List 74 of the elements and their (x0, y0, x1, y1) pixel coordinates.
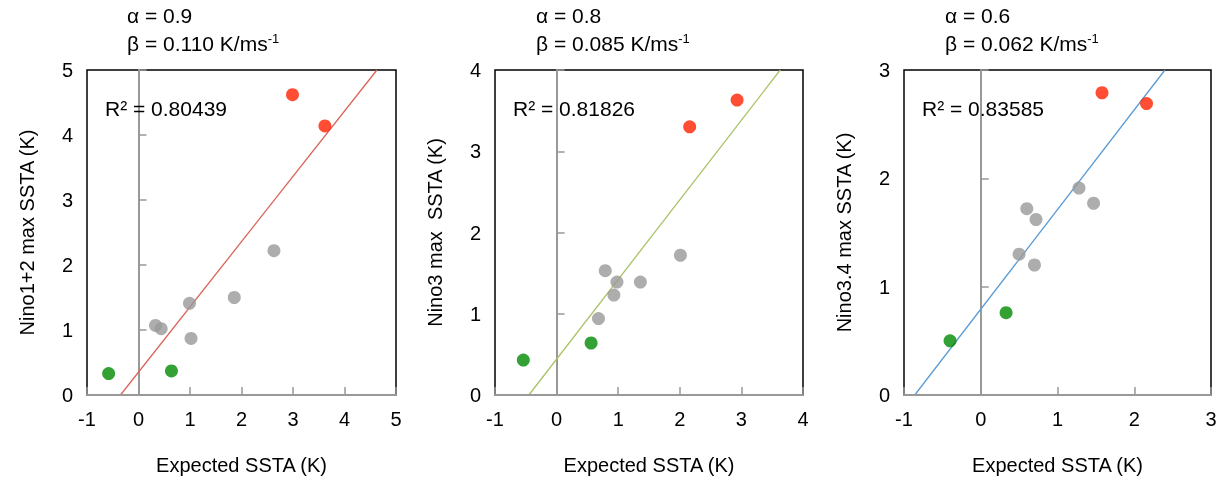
y-axis-title: Nino1+2 max SSTA (K) (16, 129, 38, 336)
x-tick-label: 3 (735, 408, 747, 430)
y-tick-label: 4 (469, 59, 481, 81)
x-axis-title: Expected SSTA (K) (156, 454, 327, 476)
point (1020, 202, 1034, 216)
x-tick-label: -1 (78, 408, 96, 430)
point (730, 93, 744, 107)
point (999, 306, 1013, 320)
x-tick-label: 2 (235, 408, 248, 430)
chart-title: α = 0.8 (536, 4, 602, 27)
y-tick-label: 2 (469, 221, 481, 244)
x-axis-title: Expected SSTA (K) (972, 454, 1143, 476)
point (286, 88, 299, 102)
x-tick-label: -1 (486, 408, 504, 430)
x-tick-label: 5 (390, 408, 402, 430)
point (1012, 247, 1026, 261)
point (516, 353, 530, 367)
point (592, 312, 605, 326)
x-tick-label: 3 (1205, 408, 1217, 430)
y-tick-label: 1 (469, 302, 481, 325)
point (183, 296, 196, 310)
point (184, 331, 198, 345)
x-tick-label: -1 (895, 408, 913, 430)
y-tick-label: 2 (878, 167, 890, 190)
point (610, 275, 624, 289)
y-tick-label: 3 (878, 59, 890, 81)
point (683, 120, 697, 134)
point (943, 334, 957, 348)
x-tick-label: 0 (132, 408, 145, 430)
point (154, 322, 168, 336)
y-tick-label: 4 (61, 124, 73, 146)
point (1029, 213, 1043, 226)
point (584, 336, 598, 350)
x-tick-label: 1 (184, 408, 196, 430)
point (1140, 97, 1154, 111)
x-tick-label: 4 (338, 408, 351, 430)
x-tick-label: 4 (797, 408, 809, 430)
y-tick-label: 1 (61, 319, 73, 341)
point (633, 275, 647, 289)
x-tick-label: 2 (1128, 408, 1140, 430)
annotation: R² = 0.81826 (513, 97, 636, 120)
point (607, 288, 621, 302)
point (267, 244, 281, 258)
y-tick-label: 0 (61, 384, 73, 406)
y-tick-label: 1 (878, 275, 890, 298)
y-tick-label: 3 (469, 140, 481, 163)
point (102, 367, 116, 381)
x-tick-label: 0 (975, 408, 987, 430)
chart-title: α = 0.6 (945, 4, 1011, 27)
y-tick-label: 5 (61, 59, 73, 81)
y-axis-title: Nino3 max SSTA (K) (424, 138, 446, 327)
point (1072, 181, 1086, 195)
point (598, 264, 612, 278)
y-axis-title: Nino3.4 max SSTA (K) (833, 132, 855, 333)
point (318, 119, 332, 133)
annotation: R² = 0.83585 (922, 97, 1045, 120)
x-tick-label: 3 (287, 408, 299, 430)
y-tick-label: 0 (878, 384, 890, 406)
x-axis-title: Expected SSTA (K) (563, 454, 735, 476)
x-tick-label: 1 (1051, 408, 1064, 430)
point (1027, 258, 1041, 272)
point (164, 364, 178, 378)
annotation: R² = 0.80439 (105, 97, 228, 120)
x-tick-label: 0 (551, 408, 563, 430)
y-tick-label: 3 (61, 189, 73, 211)
point (673, 248, 687, 262)
x-tick-label: 2 (674, 408, 686, 430)
x-tick-label: 1 (612, 408, 624, 430)
y-tick-label: 0 (469, 384, 481, 406)
point (227, 291, 241, 304)
point (1087, 196, 1101, 210)
chart-title: α = 0.9 (127, 4, 193, 27)
point (1095, 86, 1109, 100)
y-tick-label: 2 (61, 254, 73, 276)
